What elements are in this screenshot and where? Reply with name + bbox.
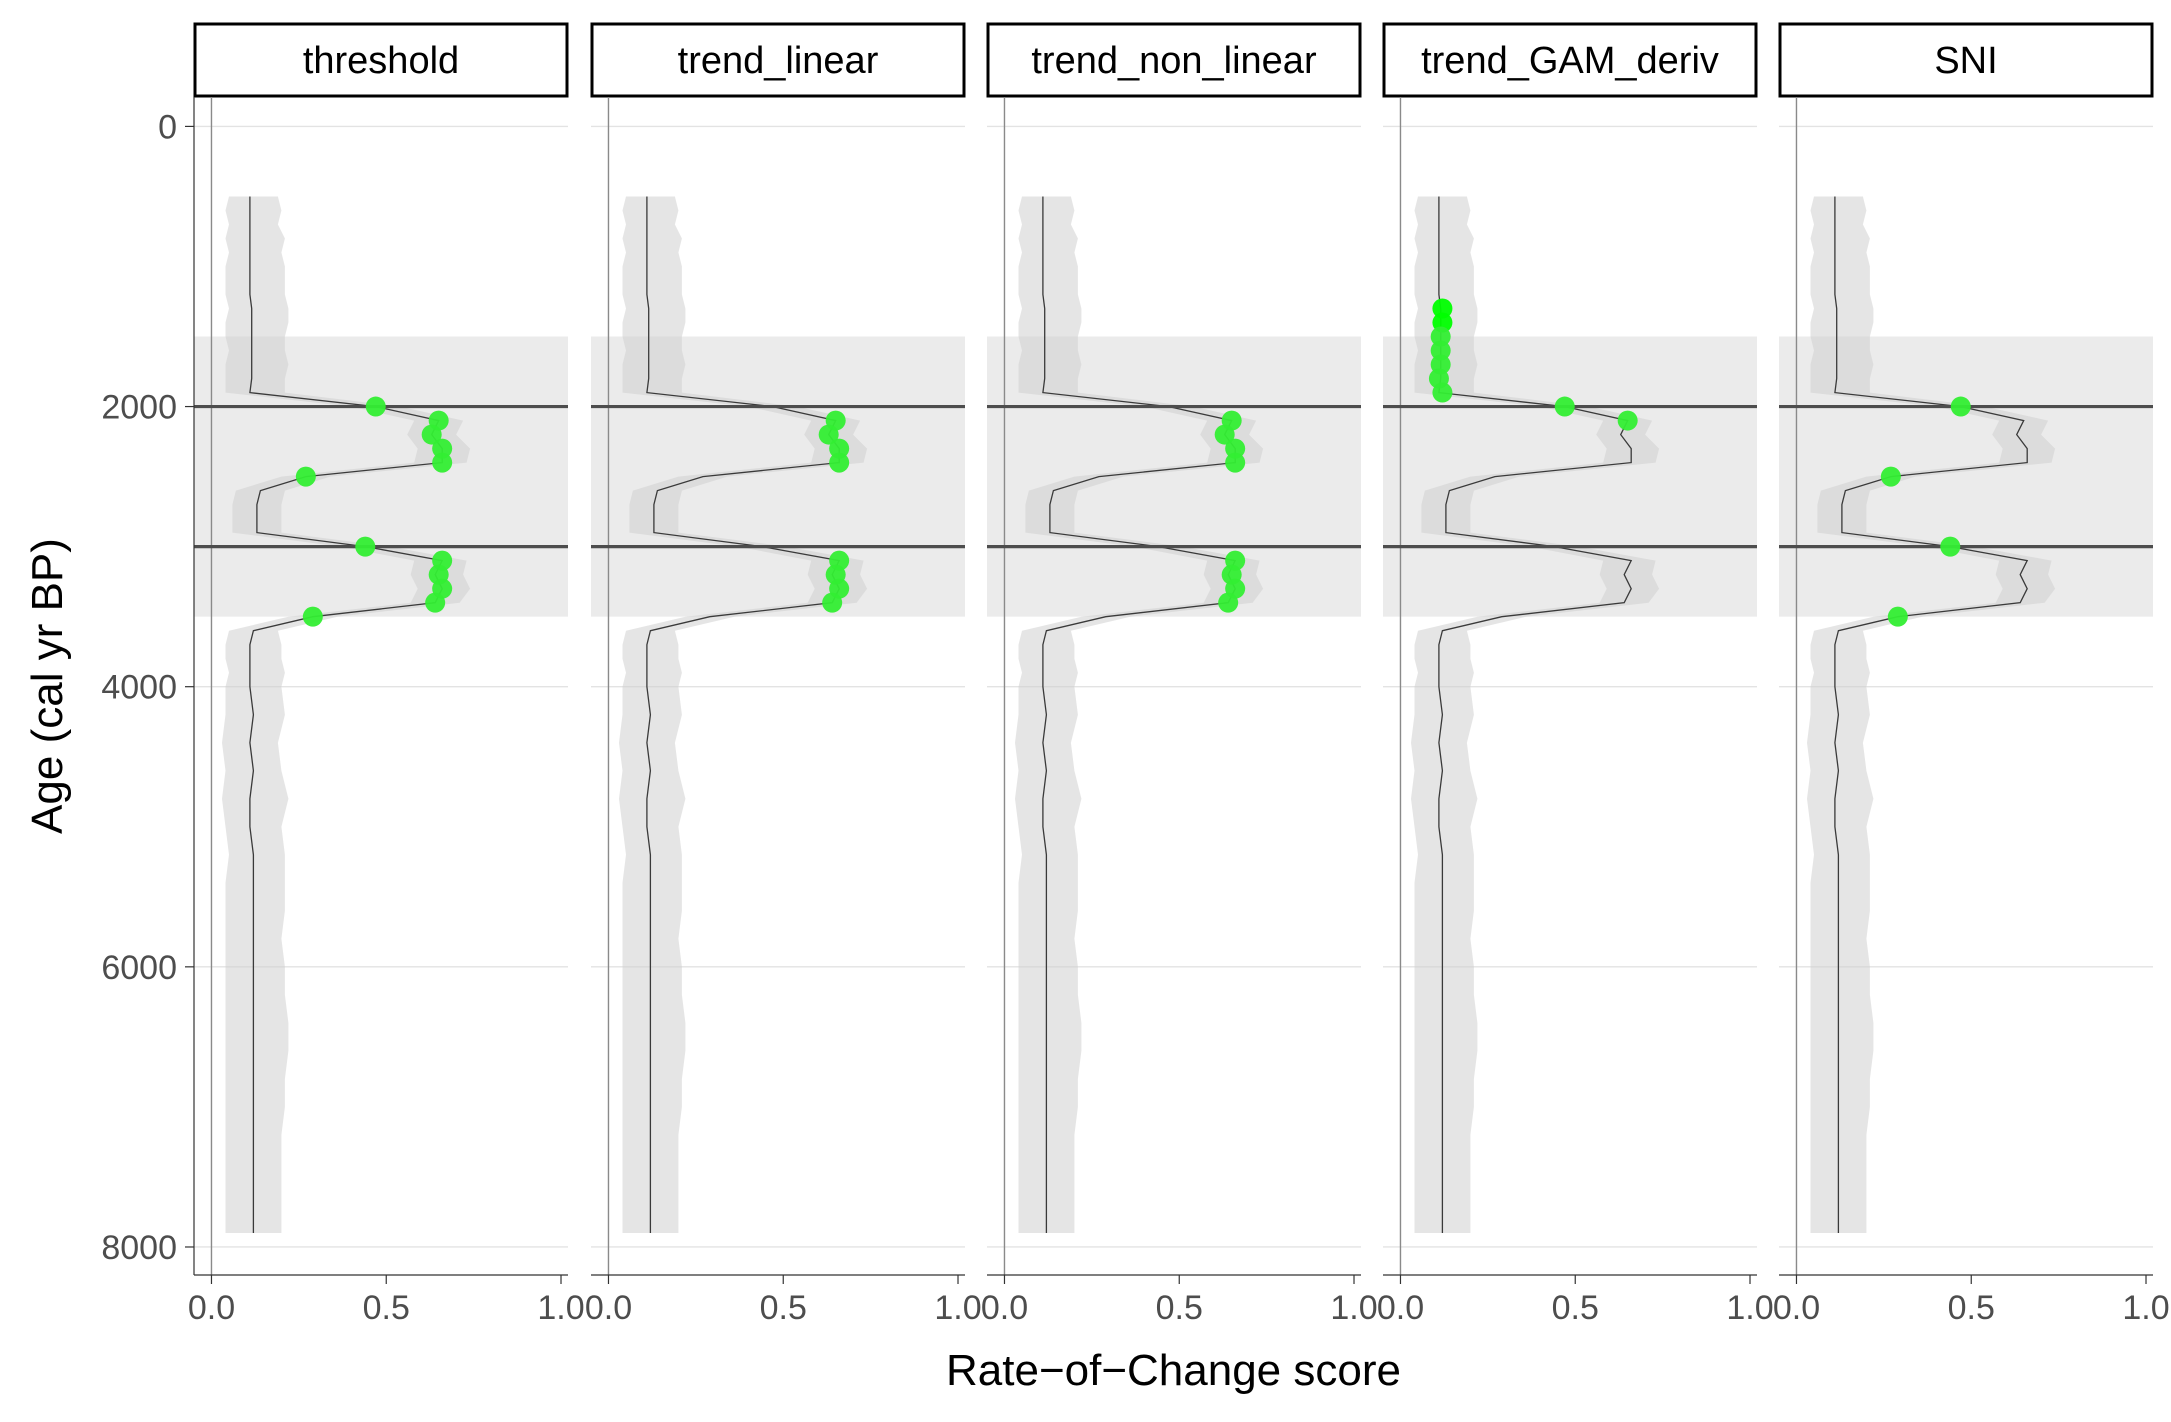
peak-point xyxy=(829,452,850,473)
peak-point xyxy=(1617,410,1638,431)
x-tick-label: 0.5 xyxy=(363,1289,410,1327)
facet-panel-threshold: threshold 0.0 0.5 1.0 xyxy=(188,22,585,1327)
x-tick-label: 0.5 xyxy=(1552,1289,1599,1327)
facet-panel-trend_linear: trend_linear 0.0 0.5 1.0 xyxy=(585,22,982,1327)
peak-point xyxy=(1880,466,1901,487)
facet-strip-label: trend_non_linear xyxy=(1031,40,1317,82)
peak-point xyxy=(829,438,850,459)
x-tick-label: 1.0 xyxy=(934,1289,981,1327)
y-tick-label: 8000 xyxy=(101,1229,177,1267)
peak-point xyxy=(1225,438,1246,459)
facet-panel-trend_non_linear: trend_non_linear 0.0 0.5 1.0 xyxy=(981,22,1378,1327)
peak-point xyxy=(1950,396,1971,417)
peak-point xyxy=(1430,340,1451,361)
peak-point xyxy=(432,452,453,473)
facet-strip xyxy=(193,22,569,98)
x-tick-label: 1.0 xyxy=(537,1289,584,1327)
facet-strip-label: trend_linear xyxy=(678,40,879,82)
peak-point xyxy=(1430,326,1451,347)
peak-point xyxy=(355,536,376,557)
facet-strip xyxy=(1382,22,1758,98)
facet-strip xyxy=(1778,22,2154,98)
x-tick-label: 0.5 xyxy=(1948,1289,1995,1327)
facet-strip xyxy=(986,22,1362,98)
confidence-ribbon xyxy=(1015,196,1264,1233)
peak-point xyxy=(1432,382,1453,403)
x-tick-label: 0.0 xyxy=(188,1289,235,1327)
peak-point xyxy=(1214,424,1235,445)
facet-panel-trend_GAM_deriv: trend_GAM_deriv 0.0 0.5 1.0 xyxy=(1377,22,1774,1327)
x-tick-label: 0.5 xyxy=(760,1289,807,1327)
x-axis-title: Rate−of−Change score xyxy=(946,1346,1401,1395)
peak-point xyxy=(1225,452,1246,473)
peak-point xyxy=(365,396,386,417)
peak-point xyxy=(1554,396,1575,417)
y-axis-title: Age (cal yr BP) xyxy=(23,538,72,834)
facet-strip xyxy=(590,22,966,98)
x-tick-label: 1.0 xyxy=(1726,1289,1773,1327)
facet-strip-label: trend_GAM_deriv xyxy=(1421,40,1719,82)
peak-point xyxy=(1432,298,1453,319)
confidence-ribbon xyxy=(1411,196,1660,1233)
x-tick-label: 0.0 xyxy=(585,1289,632,1327)
y-tick-label: 0 xyxy=(158,108,177,146)
x-tick-label: 0.0 xyxy=(1377,1289,1424,1327)
y-tick-label: 4000 xyxy=(101,669,177,707)
peak-point xyxy=(295,466,316,487)
confidence-ribbon xyxy=(619,196,868,1233)
facet-panel-SNI: SNI 0.0 0.5 1.0 xyxy=(1773,22,2170,1327)
peak-point xyxy=(1218,592,1239,613)
confidence-ribbon xyxy=(222,196,471,1233)
peak-point xyxy=(302,606,323,627)
peak-point xyxy=(1940,536,1961,557)
peak-point xyxy=(1887,606,1908,627)
x-tick-label: 1.0 xyxy=(1330,1289,1377,1327)
peak-point xyxy=(822,592,843,613)
peak-point xyxy=(421,424,442,445)
facet-strip-label: threshold xyxy=(303,40,459,82)
x-tick-label: 0.5 xyxy=(1156,1289,1203,1327)
peak-point xyxy=(432,438,453,459)
facet-strip-label: SNI xyxy=(1934,40,1997,82)
x-tick-label: 0.0 xyxy=(981,1289,1028,1327)
peak-point xyxy=(818,424,839,445)
roc-median-line xyxy=(1834,196,2029,1233)
confidence-ribbon xyxy=(1807,196,2056,1233)
y-tick-label: 6000 xyxy=(101,949,177,987)
x-tick-label: 0.0 xyxy=(1773,1289,1820,1327)
y-tick-label: 2000 xyxy=(101,389,177,427)
x-tick-label: 1.0 xyxy=(2122,1289,2169,1327)
peak-point xyxy=(425,592,446,613)
